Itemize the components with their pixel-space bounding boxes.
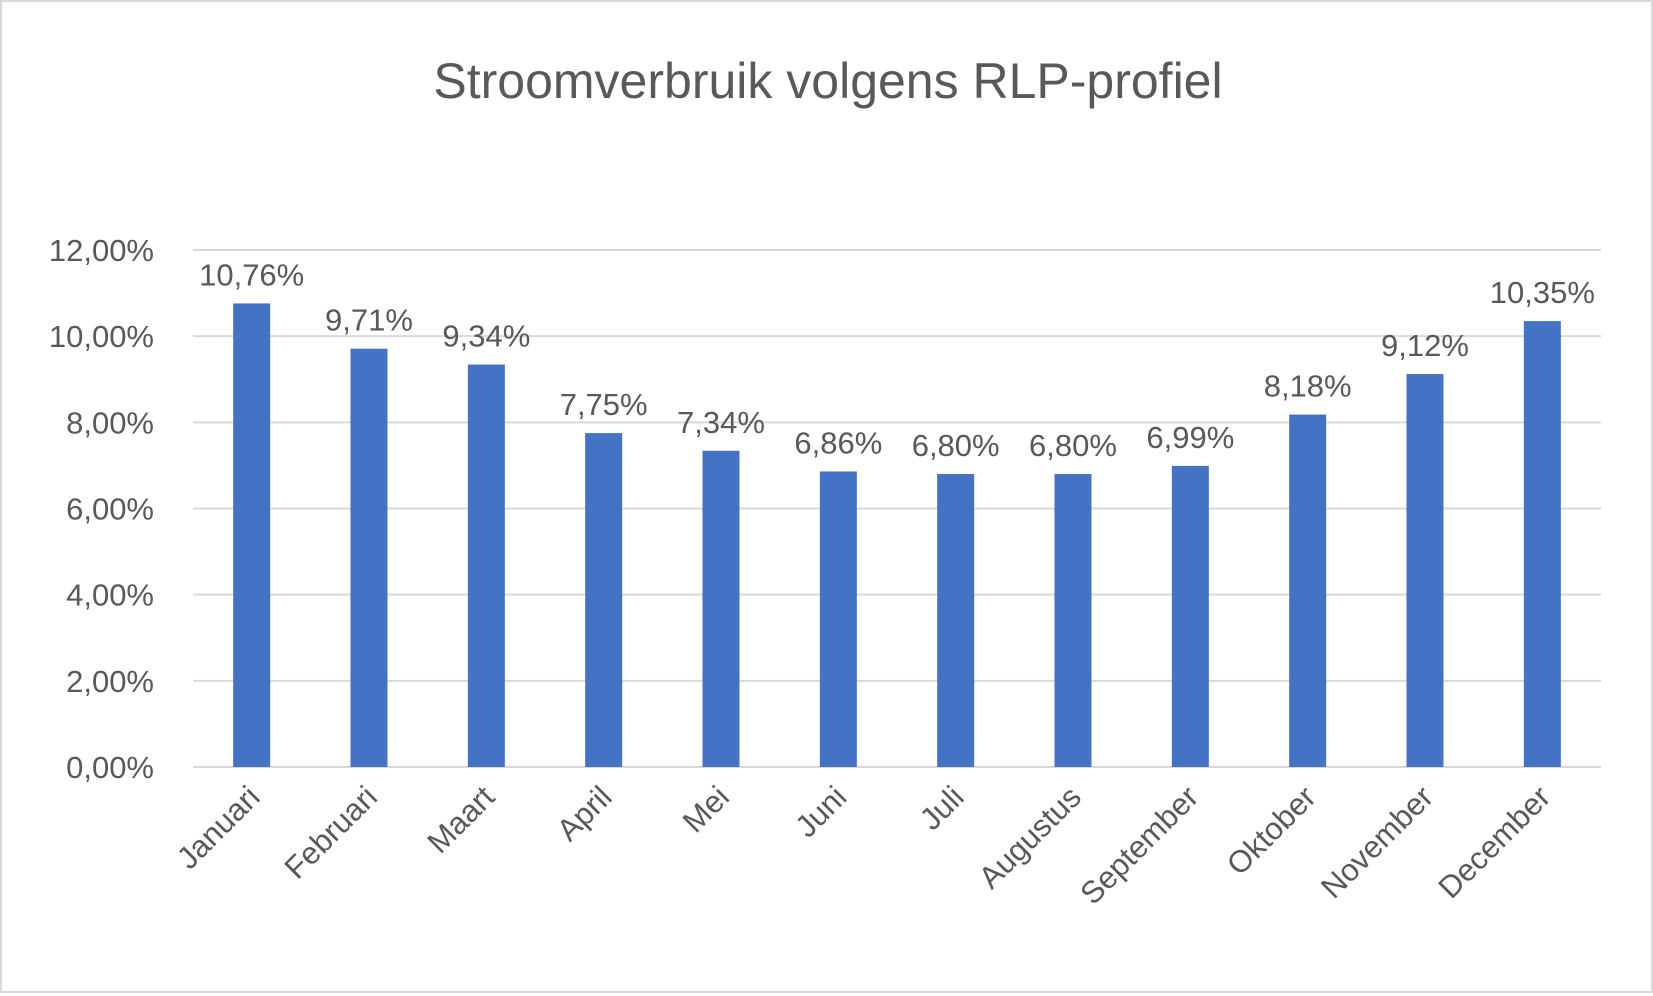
y-tick-label: 4,00% [66, 578, 154, 613]
y-tick-label: 10,00% [49, 319, 154, 354]
data-label: 9,34% [442, 319, 530, 354]
x-tick-label: April [550, 779, 619, 848]
bar [233, 303, 271, 767]
data-label: 9,12% [1381, 328, 1469, 363]
bar [1406, 374, 1444, 767]
data-label: 6,86% [794, 425, 882, 460]
bar [1523, 321, 1561, 767]
x-tick-label: Juni [788, 779, 853, 844]
x-tick-label: December [1431, 779, 1557, 905]
data-label: 7,75% [560, 387, 648, 422]
y-tick-label: 8,00% [66, 405, 154, 440]
x-tick-label: Maart [420, 779, 501, 860]
bar [467, 364, 505, 767]
bar [350, 348, 388, 767]
data-label: 10,76% [199, 257, 304, 292]
y-tick-label: 12,00% [49, 233, 154, 268]
data-label: 10,35% [1490, 275, 1595, 310]
x-tick-label: Februari [278, 779, 384, 885]
x-tick-label: Oktober [1220, 779, 1323, 882]
x-tick-label: September [1073, 779, 1205, 911]
bar [585, 433, 623, 767]
x-tick-label: Juli [913, 779, 971, 837]
x-tick-label: November [1314, 779, 1440, 905]
bar [1171, 465, 1209, 767]
y-tick-label: 0,00% [66, 750, 154, 785]
y-tick-label: 2,00% [66, 664, 154, 699]
data-label: 9,71% [325, 303, 413, 338]
data-label: 6,99% [1146, 420, 1234, 455]
y-tick-label: 6,00% [66, 492, 154, 527]
bar [1054, 474, 1092, 767]
bar [937, 474, 975, 767]
bar [819, 471, 857, 767]
data-label: 6,80% [1029, 428, 1117, 463]
chart-title: Stroomverbruik volgens RLP-profiel [433, 53, 1222, 109]
data-label: 7,34% [677, 405, 765, 440]
x-tick-label: Augustus [972, 779, 1088, 895]
x-tick-label: Mei [676, 779, 736, 839]
data-label: 6,80% [912, 428, 1000, 463]
data-label: 8,18% [1264, 369, 1352, 404]
bar [702, 450, 740, 767]
x-tick-label: Januari [170, 779, 267, 876]
bar [1289, 414, 1327, 767]
